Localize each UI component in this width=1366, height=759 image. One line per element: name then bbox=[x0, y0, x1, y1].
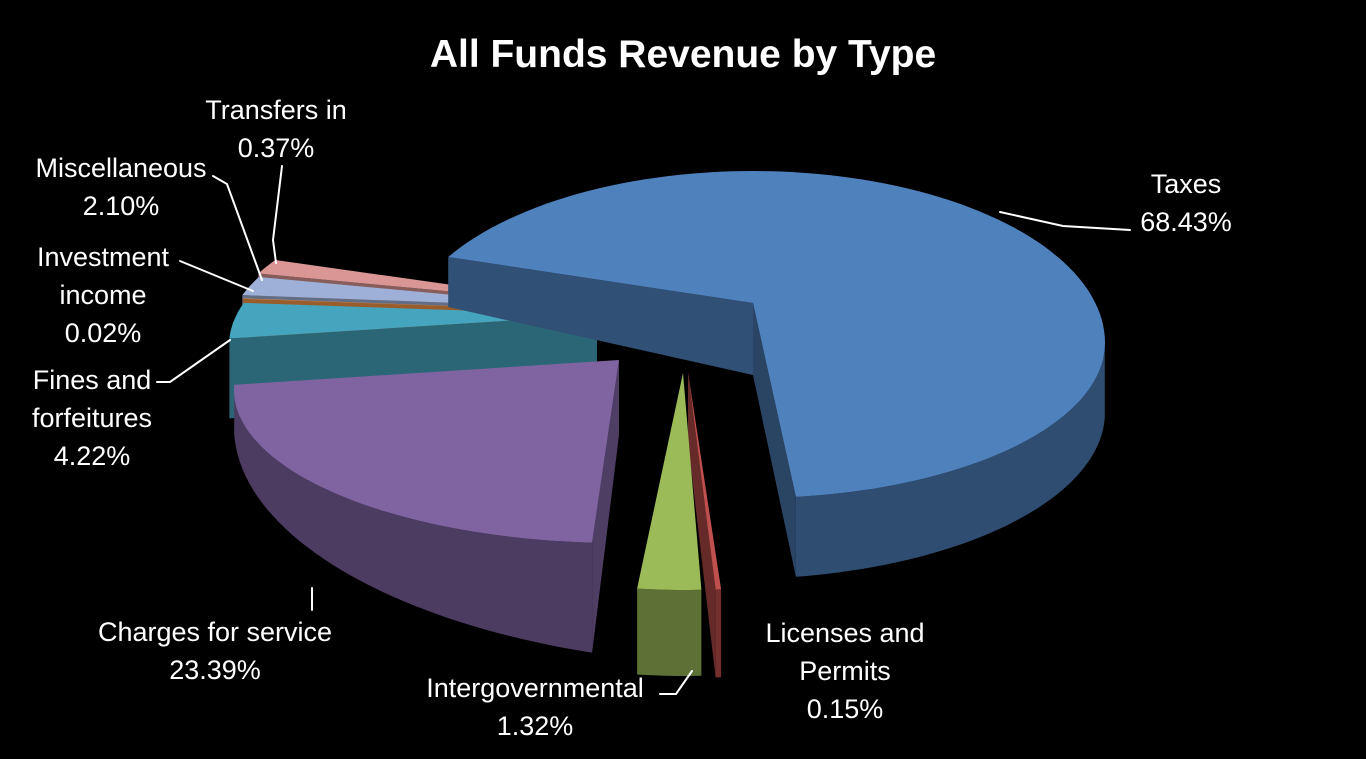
pie-slice-licenses-cut-face-end bbox=[688, 372, 716, 678]
pie-slice-charges-top[interactable] bbox=[234, 360, 619, 543]
pie-slice-charges-rim-wall bbox=[234, 395, 593, 653]
pie-slice-licenses-top[interactable] bbox=[688, 372, 722, 590]
leader-line-taxes bbox=[999, 211, 1131, 231]
pie-slice-fines-top[interactable] bbox=[229, 302, 597, 339]
leader-line-transfers bbox=[271, 165, 283, 264]
leader-line-investment bbox=[179, 260, 254, 292]
pie-slice-taxes-cut-face-end bbox=[753, 303, 796, 577]
pie-slice-intergov-rim-wall bbox=[637, 588, 702, 676]
leader-line-intergov bbox=[659, 670, 693, 695]
pie-slice-taxes-rim-wall bbox=[795, 348, 1105, 577]
pie-slice-licenses-rim-wall bbox=[715, 589, 722, 678]
pie-slice-taxes-cut-face-start bbox=[448, 257, 753, 375]
pie-slice-taxes-top[interactable] bbox=[448, 171, 1105, 497]
pie-slice-intergov-top[interactable] bbox=[637, 373, 702, 590]
leader-line-misc bbox=[212, 175, 263, 281]
chart-title: All Funds Revenue by Type bbox=[429, 33, 937, 76]
leader-line-fines bbox=[156, 339, 231, 383]
pie-slice-charges-cut-face-start bbox=[592, 360, 619, 653]
